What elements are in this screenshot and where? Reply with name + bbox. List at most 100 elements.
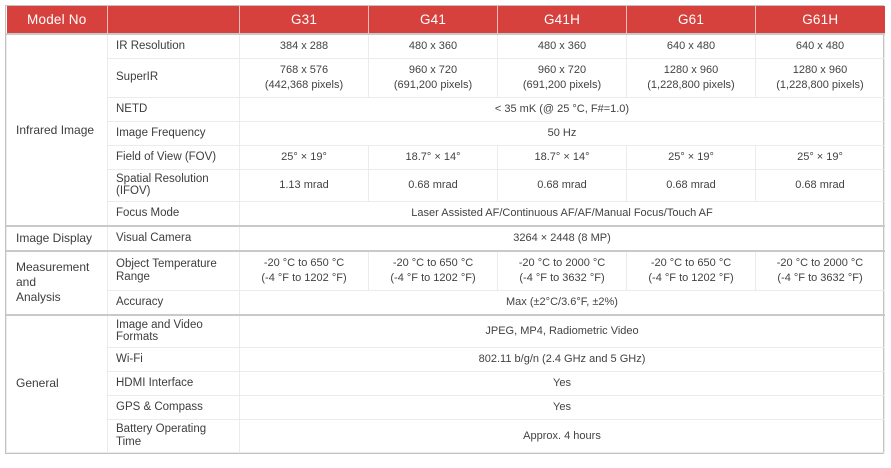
spec-row-focus-mode: Focus Mode Laser Assisted AF/Continuous … [7,201,885,227]
value-line-1: -20 °C to 650 °C [392,256,474,269]
value-line-2: (1,228,800 pixels) [647,78,735,91]
value-line-1: 960 x 720 [408,63,458,76]
row-value-all-models: 50 Hz [239,120,885,146]
row-label: NETD [107,96,240,122]
value-line-2: (-4 °F to 3632 °F) [519,271,605,284]
row-value-g41h: 960 x 720 (691,200 pixels) [497,57,627,98]
model-no-header: Model No [6,6,108,34]
row-value-g41: 0.68 mrad [368,168,498,203]
row-value-all-models: Yes [239,395,885,421]
spec-table-container: Model No G31 G41 G41H G61 G61H Infrared … [5,5,885,454]
row-label: Field of View (FOV) [107,144,240,170]
section-general: General Image and Video Formats JPEG, MP… [6,313,885,453]
model-column-header-g41h: G41H [497,6,627,34]
row-value-g31: 384 x 288 [239,33,369,59]
value-line-1: -20 °C to 2000 °C [518,256,606,269]
value-line-1: -20 °C to 650 °C [650,256,732,269]
row-label: Image Frequency [107,120,240,146]
value-line-1: -20 °C to 2000 °C [776,256,864,269]
row-value-g41h: 18.7° × 14° [497,144,627,170]
row-value-g31: -20 °C to 650 °C (-4 °F to 1202 °F) [239,250,369,291]
row-value-g41h: 480 x 360 [497,33,627,59]
model-column-header-g41: G41 [368,6,498,34]
section-infrared-image: Infrared Image IR Resolution 384 x 288 4… [6,33,885,227]
spec-row-spatial-resolution: Spatial Resolution (IFOV) 1.13 mrad 0.68… [7,168,885,203]
spec-row-netd: NETD < 35 mK (@ 25 °C, F#=1.0) [7,96,885,122]
row-value-g61: 0.68 mrad [626,168,756,203]
row-value-g61: 25° × 19° [626,144,756,170]
row-label: Accuracy [107,289,240,316]
row-label: GPS & Compass [107,395,240,421]
row-value-g61h: 640 x 480 [755,33,885,59]
section-label-infrared-image: Infrared Image [6,33,108,227]
value-line-2: (1,228,800 pixels) [776,78,864,91]
section-label-measurement-and-analysis: Measurement and Analysis [6,250,108,315]
row-value-g41h: 0.68 mrad [497,168,627,203]
row-label: Wi-Fi [107,347,240,373]
row-value-g41: 18.7° × 14° [368,144,498,170]
spec-row-ir-resolution: Infrared Image IR Resolution 384 x 288 4… [6,33,885,227]
value-line-1: 1280 x 960 [792,63,848,76]
row-label: Image and Video Formats [107,313,240,349]
spec-row-accuracy: Accuracy Max (±2°C/3.6°F, ±2%) [7,289,885,316]
spec-row-field-of-view: Field of View (FOV) 25° × 19° 18.7° × 14… [7,144,885,170]
row-value-all-models: Approx. 4 hours [239,419,885,453]
spec-row-hdmi-interface: HDMI Interface Yes [7,371,885,397]
row-label: SuperIR [107,57,240,98]
row-value-g61h: 1280 x 960 (1,228,800 pixels) [755,57,885,98]
row-value-all-models: 802.11 b/g/n (2.4 GHz and 5 GHz) [239,347,885,373]
row-value-g61h: 25° × 19° [755,144,885,170]
row-value-g41h: -20 °C to 2000 °C (-4 °F to 3632 °F) [497,250,627,291]
section-label-general: General [6,314,108,453]
row-label: Battery Operating Time [107,419,240,453]
value-line-2: (-4 °F to 1202 °F) [648,271,734,284]
spec-row-wifi: Wi-Fi 802.11 b/g/n (2.4 GHz and 5 GHz) [7,347,885,373]
row-label: IR Resolution [107,33,240,59]
model-column-header-g31: G31 [239,6,369,34]
row-value-g31: 1.13 mrad [239,168,369,203]
row-value-g61: 1280 x 960 (1,228,800 pixels) [626,57,756,98]
value-line-2: (-4 °F to 1202 °F) [390,271,476,284]
value-line-2: (691,200 pixels) [393,78,473,91]
row-value-g41: 480 x 360 [368,33,498,59]
row-value-all-models: Max (±2°C/3.6°F, ±2%) [239,289,885,316]
value-line-1: 768 x 576 [279,63,329,76]
spec-row-superir: SuperIR 768 x 576 (442,368 pixels) 960 x… [7,57,885,98]
model-column-header-g61: G61 [626,6,756,34]
model-column-header-g61h: G61H [755,6,885,34]
value-line-2: (691,200 pixels) [522,78,602,91]
row-value-g61h: -20 °C to 2000 °C (-4 °F to 3632 °F) [755,250,885,291]
spec-row-visual-camera: Image Display Visual Camera 3264 × 2448 … [6,225,885,252]
value-line-2: (-4 °F to 3632 °F) [777,271,863,284]
spec-row-battery-operating-time: Battery Operating Time Approx. 4 hours [7,419,885,453]
row-label: Focus Mode [107,201,240,227]
row-label: Visual Camera [107,225,240,252]
row-label: HDMI Interface [107,371,240,397]
row-value-all-models: 3264 × 2448 (8 MP) [239,225,885,252]
value-line-1: -20 °C to 650 °C [263,256,345,269]
row-value-g31: 768 x 576 (442,368 pixels) [239,57,369,98]
section-image-display: Image Display Visual Camera 3264 × 2448 … [6,225,885,252]
spec-table: Model No G31 G41 G41H G61 G61H Infrared … [6,6,885,453]
row-value-all-models: Laser Assisted AF/Continuous AF/AF/Manua… [239,201,885,227]
row-label: Spatial Resolution (IFOV) [107,168,240,203]
value-line-2: (-4 °F to 1202 °F) [261,271,347,284]
row-value-g41: 960 x 720 (691,200 pixels) [368,57,498,98]
row-value-all-models: < 35 mK (@ 25 °C, F#=1.0) [239,96,885,122]
row-value-g61: -20 °C to 650 °C (-4 °F to 1202 °F) [626,250,756,291]
row-value-g61h: 0.68 mrad [755,168,885,203]
row-value-all-models: JPEG, MP4, Radiometric Video [239,313,885,349]
spec-row-object-temperature-range: Measurement and Analysis Object Temperat… [6,250,885,315]
value-line-1: 960 x 720 [537,63,587,76]
value-line-1: 1280 x 960 [663,63,719,76]
row-value-all-models: Yes [239,371,885,397]
value-line-2: (442,368 pixels) [264,78,344,91]
section-label-image-display: Image Display [6,225,108,252]
spec-row-gps-compass: GPS & Compass Yes [7,395,885,421]
row-label: Object Temperature Range [107,250,240,291]
spec-row-image-and-video-formats: General Image and Video Formats JPEG, MP… [6,313,885,453]
spec-row-image-frequency: Image Frequency 50 Hz [7,120,885,146]
section-measurement-and-analysis: Measurement and Analysis Object Temperat… [6,250,885,316]
row-value-g31: 25° × 19° [239,144,369,170]
